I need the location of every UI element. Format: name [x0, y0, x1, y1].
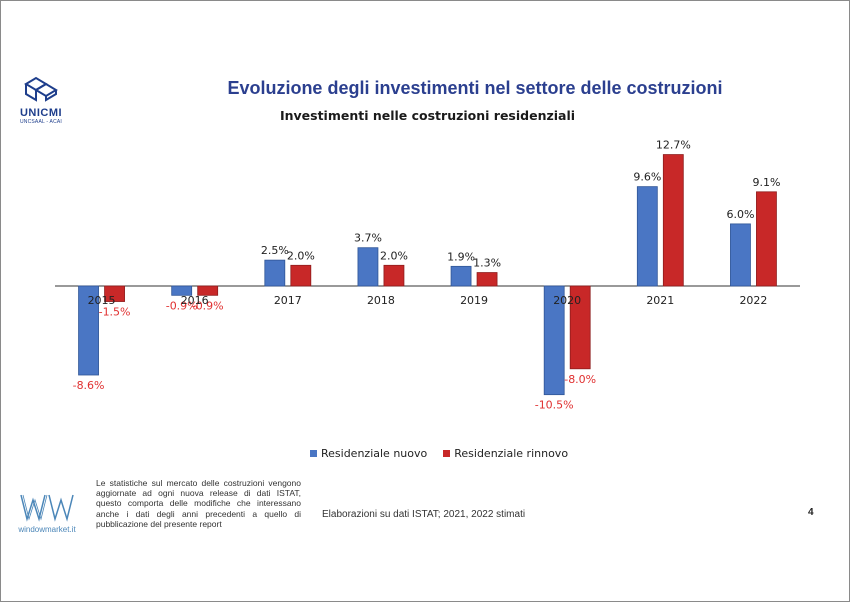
data-label-nuovo-2015: -8.6% [73, 379, 105, 392]
logo-name: UNICMI [19, 107, 63, 119]
unicmi-logo: UNICMI UNCSAAL - ACAI [18, 74, 64, 125]
windowmarket-logo: windowmarket.it [17, 492, 77, 534]
x-tick-label-2021: 2021 [646, 294, 674, 307]
logo-subtitle: UNCSAAL - ACAI [19, 119, 63, 125]
watermark-url: windowmarket.it [18, 525, 76, 534]
bar-rinnovo-2018 [383, 264, 405, 287]
bar-nuovo-2021 [636, 186, 658, 287]
x-tick-label-2016: 2016 [181, 294, 209, 307]
data-label-rinnovo-2016: -0.9% [192, 299, 224, 312]
bar-rinnovo-2016 [197, 285, 219, 296]
legend-label-nuovo: Residenziale nuovo [321, 447, 428, 460]
data-label-nuovo-2019: 1.9% [447, 250, 475, 263]
windowmarket-logo-icon [20, 494, 74, 522]
data-label-rinnovo-2017: 2.0% [287, 249, 315, 262]
x-tick-label-2018: 2018 [367, 294, 395, 307]
data-label-nuovo-2021: 9.6% [633, 171, 661, 184]
data-label-nuovo-2022: 6.0% [726, 208, 754, 221]
legend-item-rinnovo: Residenziale rinnovo [443, 447, 568, 460]
bar-rinnovo-2017 [290, 264, 312, 287]
bar-rinnovo-2022 [756, 191, 777, 287]
bar-rinnovo-2019 [476, 272, 498, 287]
bar-chart: -8.6%-1.5%2015 -0.9%-0.9%20162.5%2.0%2017… [55, 139, 800, 412]
x-tick-label-2017: 2017 [274, 294, 302, 307]
data-label-rinnovo-2015: -1.5% [99, 306, 131, 319]
bar-nuovo-2017 [264, 259, 286, 287]
footnote: Le statistiche sul mercato delle costruz… [96, 478, 301, 529]
bar-rinnovo-2021 [662, 154, 684, 287]
legend-swatch-rinnovo [443, 450, 451, 457]
page-number: 4 [808, 507, 814, 518]
data-label-nuovo-2016: -0.9% [166, 299, 198, 312]
legend-item-nuovo: Residenziale nuovo [310, 447, 427, 460]
x-tick-label-2022: 2022 [739, 294, 767, 307]
bar-rinnovo-2020 [569, 285, 591, 370]
chart-title: Investimenti nelle costruzioni residenzi… [279, 108, 576, 123]
data-label-rinnovo-2022: 9.1% [752, 176, 780, 189]
page-title: Evoluzione degli investimenti nel settor… [227, 78, 723, 98]
bar-nuovo-2018 [357, 247, 379, 287]
chart-legend: Residenziale nuovo Residenziale rinnovo [310, 447, 568, 460]
bar-nuovo-2020 [543, 285, 565, 396]
x-tick-label-2019: 2019 [460, 294, 488, 307]
bar-nuovo-2015 [78, 285, 99, 376]
x-tick-label-2015: 2015 [88, 294, 116, 307]
bar-nuovo-2016 [171, 285, 193, 296]
x-tick-label-2020: 2020 [553, 294, 581, 307]
data-label-nuovo-2018: 3.7% [354, 232, 382, 245]
bar-nuovo-2022 [730, 223, 751, 287]
bar-nuovo-2019 [450, 265, 472, 287]
data-label-nuovo-2017: 2.5% [261, 244, 289, 257]
legend-label-rinnovo: Residenziale rinnovo [454, 447, 569, 460]
unicmi-logo-icon [24, 76, 58, 102]
data-label-rinnovo-2018: 2.0% [380, 249, 408, 262]
data-label-rinnovo-2019: 1.3% [473, 257, 501, 270]
data-label-rinnovo-2021: 12.7% [656, 139, 691, 152]
legend-swatch-nuovo [310, 450, 317, 457]
data-label-nuovo-2020: -10.5% [535, 399, 574, 412]
bar-rinnovo-2015 [104, 285, 125, 302]
data-label-rinnovo-2020: -8.0% [564, 373, 596, 386]
source-note: Elaborazioni su dati ISTAT; 2021, 2022 s… [322, 509, 526, 520]
